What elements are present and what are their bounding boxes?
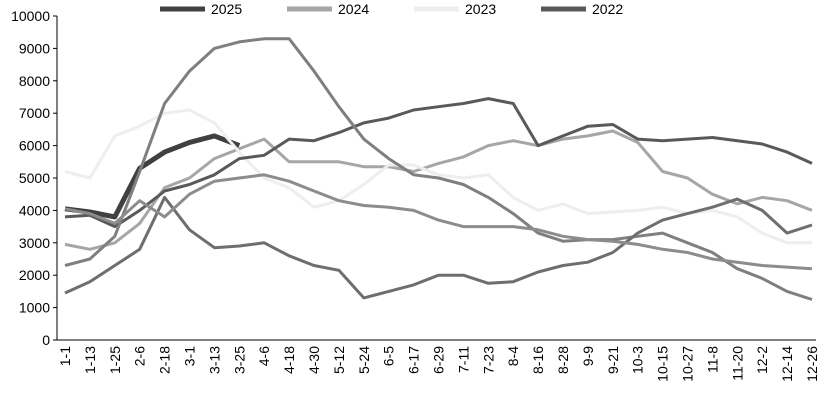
x-tick-label: 1-1 [57, 346, 73, 366]
series-line [64, 195, 813, 300]
x-tick-label: 4-18 [281, 346, 297, 374]
x-tick-label: 6-29 [431, 346, 447, 374]
series-line [64, 108, 812, 245]
y-tick-label: 3000 [19, 235, 50, 251]
y-tick-label: 2000 [19, 267, 50, 283]
y-tick-label: 0 [42, 332, 50, 348]
x-tick-label: 10-3 [630, 346, 646, 374]
x-tick-label: 6-17 [406, 346, 422, 374]
y-tick-label: 1000 [19, 300, 50, 316]
y-tick-label: 10000 [11, 8, 50, 24]
x-tick-label: 8-28 [555, 346, 571, 374]
x-tick-label: 1-13 [82, 346, 98, 374]
series-line [64, 129, 813, 251]
y-tick-label: 5000 [19, 170, 50, 186]
x-tick-label: 11-8 [704, 346, 720, 373]
x-tick-label: 3-13 [206, 346, 222, 374]
x-tick-label: 10-15 [655, 346, 671, 382]
legend-label: 2023 [465, 1, 496, 17]
x-tick-label: 5-24 [356, 346, 372, 374]
x-tick-label: 2-18 [157, 346, 173, 374]
x-tick-label: 4-30 [306, 346, 322, 374]
series-line [64, 133, 241, 220]
y-tick-label: 6000 [19, 138, 50, 154]
y-tick-label: 7000 [19, 105, 50, 121]
x-tick-label: 2-6 [132, 346, 148, 366]
x-tick-label: 7-11 [455, 346, 471, 373]
x-tick-label: 11-20 [729, 346, 745, 381]
x-tick-label: 8-16 [530, 346, 546, 374]
y-tick-label: 8000 [19, 73, 50, 89]
series-line [64, 97, 813, 229]
legend-label: 2025 [211, 1, 242, 17]
x-tick-label: 10-27 [680, 346, 696, 382]
series-line [64, 173, 813, 271]
x-tick-label: 5-12 [331, 346, 347, 374]
x-tick-label: 12-26 [804, 346, 818, 382]
x-tick-label: 1-25 [107, 346, 123, 374]
legend-label: 2024 [338, 1, 369, 17]
x-tick-label: 4-6 [256, 346, 272, 366]
legend-label: 2022 [592, 1, 623, 17]
x-tick-label: 6-5 [381, 346, 397, 366]
x-tick-label: 3-1 [182, 346, 198, 366]
series-line [64, 37, 813, 301]
x-tick-label: 9-21 [605, 346, 621, 374]
x-tick-label: 8-4 [505, 346, 521, 366]
x-tick-label: 9-9 [580, 346, 596, 366]
y-tick-label: 4000 [19, 202, 50, 218]
x-tick-label: 12-2 [754, 346, 770, 374]
x-tick-label: 3-25 [231, 346, 247, 374]
x-tick-label: 12-14 [779, 346, 795, 382]
x-tick-label: 7-23 [480, 346, 496, 374]
y-tick-label: 9000 [19, 40, 50, 56]
